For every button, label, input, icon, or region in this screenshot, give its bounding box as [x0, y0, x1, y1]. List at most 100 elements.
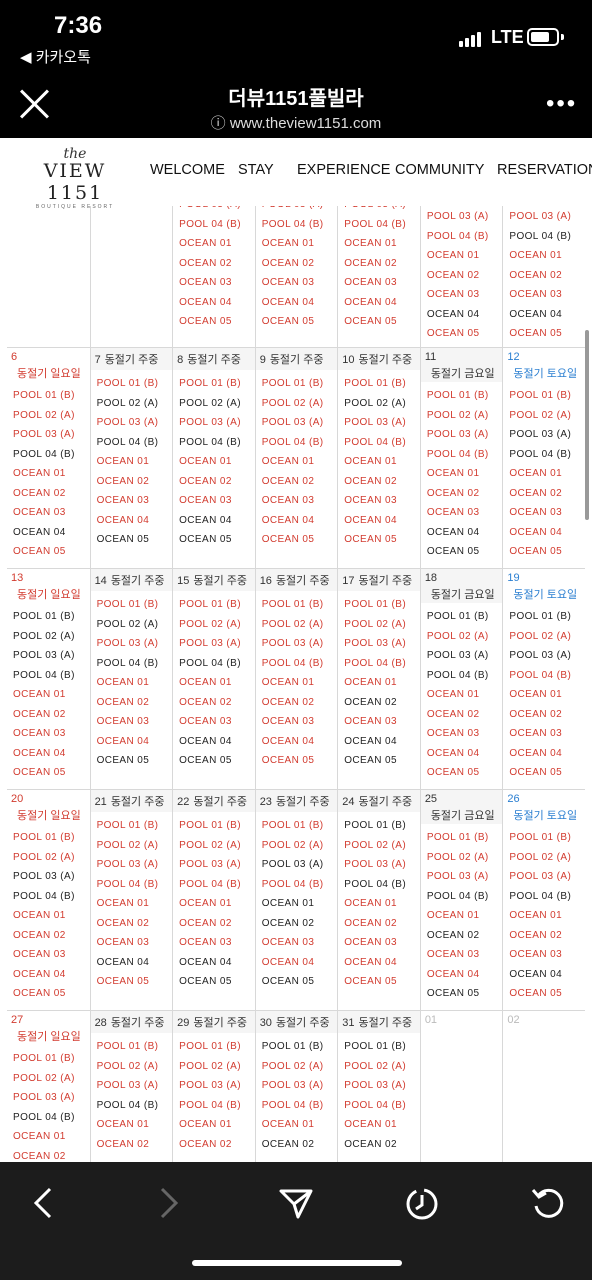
room-availability-link[interactable]: OCEAN 03 [426, 289, 480, 300]
room-availability-link[interactable]: POOL 03 (A) [344, 859, 407, 870]
room-availability-link[interactable]: POOL 02 (A) [96, 839, 159, 851]
room-availability-link[interactable]: OCEAN 05 [509, 767, 563, 778]
room-availability-link[interactable]: POOL 01 (B) [509, 390, 572, 401]
room-availability-link[interactable]: POOL 02 (A) [509, 630, 572, 642]
room-availability-link[interactable]: OCEAN 03 [96, 937, 150, 948]
room-availability-link[interactable]: OCEAN 02 [96, 475, 150, 487]
room-availability-link[interactable]: POOL 03 (A) [261, 638, 324, 649]
room-availability-link[interactable]: POOL 03 (A) [261, 859, 324, 870]
room-availability-link[interactable]: POOL 03 (A) [426, 211, 489, 222]
room-availability-link[interactable]: OCEAN 03 [344, 716, 397, 727]
room-availability-link[interactable]: POOL 02 (A) [179, 839, 241, 851]
nav-welcome[interactable]: WELCOME [150, 162, 225, 178]
nav-experience[interactable]: EXPERIENCE [297, 162, 391, 178]
room-availability-link[interactable]: OCEAN 02 [426, 487, 480, 499]
room-availability-link[interactable]: OCEAN 05 [426, 328, 480, 339]
room-availability-link[interactable]: OCEAN 01 [13, 1131, 66, 1142]
room-availability-link[interactable]: OCEAN 01 [179, 677, 232, 688]
room-availability-link[interactable]: POOL 04 (B) [261, 1099, 324, 1111]
room-availability-link[interactable]: OCEAN 05 [13, 988, 66, 999]
room-availability-link[interactable]: OCEAN 02 [261, 475, 315, 487]
room-availability-link[interactable]: POOL 03 (A) [13, 650, 75, 661]
back-to-app-link[interactable]: ◀ 카카오톡 [20, 49, 91, 66]
room-availability-link[interactable]: OCEAN 05 [179, 316, 232, 327]
room-availability-link[interactable]: OCEAN 04 [96, 956, 150, 968]
room-availability-link[interactable]: OCEAN 05 [179, 755, 232, 766]
room-availability-link[interactable]: OCEAN 02 [179, 257, 232, 269]
room-availability-link[interactable]: OCEAN 01 [261, 1119, 315, 1130]
room-availability-link[interactable]: OCEAN 04 [261, 735, 315, 747]
room-availability-link[interactable]: OCEAN 05 [426, 546, 480, 557]
room-availability-link[interactable]: OCEAN 05 [96, 976, 150, 987]
room-availability-link[interactable]: POOL 01 (B) [13, 390, 75, 401]
room-availability-link[interactable]: OCEAN 01 [261, 238, 315, 249]
room-availability-link[interactable]: OCEAN 03 [13, 507, 66, 518]
room-availability-link[interactable]: POOL 02 (A) [509, 851, 572, 863]
room-availability-link[interactable]: OCEAN 05 [261, 755, 315, 766]
room-availability-link[interactable]: POOL 04 (B) [344, 657, 407, 669]
room-availability-link[interactable]: POOL 01 (B) [261, 378, 324, 389]
room-availability-link[interactable]: POOL 03 (A) [261, 417, 324, 428]
room-availability-link[interactable]: OCEAN 02 [509, 929, 563, 941]
room-availability-link[interactable]: POOL 03 (A) [426, 650, 489, 661]
back-icon[interactable] [30, 1186, 56, 1227]
room-availability-link[interactable]: POOL 04 (B) [344, 218, 407, 230]
room-availability-link[interactable]: OCEAN 01 [426, 250, 480, 261]
room-availability-link[interactable]: OCEAN 01 [179, 898, 232, 909]
room-availability-link[interactable]: OCEAN 02 [426, 929, 480, 941]
room-availability-link[interactable]: POOL 03 (A) [426, 871, 489, 882]
room-availability-link[interactable]: OCEAN 03 [179, 937, 232, 948]
room-availability-link[interactable]: OCEAN 03 [261, 716, 315, 727]
room-availability-link[interactable]: OCEAN 02 [13, 708, 66, 720]
home-indicator[interactable] [192, 1260, 402, 1266]
room-availability-link[interactable]: POOL 01 (B) [261, 599, 324, 610]
room-availability-link[interactable]: OCEAN 05 [344, 534, 397, 545]
room-availability-link[interactable]: OCEAN 03 [261, 495, 315, 506]
room-availability-link[interactable]: OCEAN 01 [509, 468, 563, 479]
room-availability-link[interactable]: POOL 01 (B) [179, 1041, 241, 1052]
room-availability-link[interactable]: OCEAN 01 [261, 456, 315, 467]
room-availability-link[interactable]: POOL 01 (B) [509, 611, 572, 622]
room-availability-link[interactable]: OCEAN 02 [179, 1138, 232, 1150]
room-availability-link[interactable]: OCEAN 05 [344, 976, 397, 987]
room-availability-link[interactable]: POOL 01 (B) [96, 599, 159, 610]
room-availability-link[interactable]: OCEAN 04 [509, 968, 563, 980]
room-availability-link[interactable]: POOL 03 (A) [179, 1080, 241, 1091]
room-availability-link[interactable]: POOL 04 (B) [179, 878, 241, 890]
room-availability-link[interactable]: OCEAN 05 [509, 328, 563, 339]
room-availability-link[interactable]: OCEAN 03 [96, 495, 150, 506]
room-availability-link[interactable]: OCEAN 02 [261, 917, 315, 929]
room-availability-link[interactable]: OCEAN 01 [426, 689, 480, 700]
room-availability-link[interactable]: OCEAN 05 [96, 755, 150, 766]
room-availability-link[interactable]: POOL 04 (B) [426, 669, 489, 681]
room-availability-link[interactable]: POOL 03 (A) [96, 859, 159, 870]
room-availability-link[interactable]: OCEAN 02 [344, 1138, 397, 1150]
room-availability-link[interactable]: POOL 04 (B) [509, 890, 572, 902]
room-availability-link[interactable]: POOL 02 (A) [344, 1060, 407, 1072]
more-icon[interactable]: ••• [546, 90, 578, 117]
room-availability-link[interactable]: OCEAN 04 [344, 514, 397, 526]
room-availability-link[interactable]: POOL 01 (B) [344, 820, 407, 831]
room-availability-link[interactable]: OCEAN 05 [426, 988, 480, 999]
room-availability-link[interactable]: POOL 03 (A) [179, 859, 241, 870]
room-availability-link[interactable]: OCEAN 01 [344, 238, 397, 249]
room-availability-link[interactable]: OCEAN 04 [426, 526, 480, 538]
room-availability-link[interactable]: OCEAN 01 [13, 910, 66, 921]
room-availability-link[interactable]: POOL 01 (B) [179, 378, 241, 389]
room-availability-link[interactable]: POOL 01 (B) [426, 390, 489, 401]
room-availability-link[interactable]: OCEAN 01 [426, 468, 480, 479]
room-availability-link[interactable]: OCEAN 02 [344, 475, 397, 487]
room-availability-link[interactable]: OCEAN 04 [509, 308, 563, 320]
room-availability-link[interactable]: POOL 01 (B) [179, 820, 241, 831]
room-availability-link[interactable]: POOL 04 (B) [13, 669, 75, 681]
room-availability-link[interactable]: OCEAN 03 [509, 949, 563, 960]
room-availability-link[interactable]: POOL 04 (B) [261, 878, 324, 890]
room-availability-link[interactable]: OCEAN 05 [13, 767, 66, 778]
room-availability-link[interactable]: OCEAN 04 [509, 747, 563, 759]
room-availability-link[interactable]: POOL 04 (B) [96, 1099, 159, 1111]
room-availability-link[interactable]: POOL 02 (A) [179, 397, 241, 409]
room-availability-link[interactable]: OCEAN 03 [344, 277, 397, 288]
room-availability-link[interactable]: POOL 04 (B) [509, 669, 572, 681]
room-availability-link[interactable]: OCEAN 04 [344, 735, 397, 747]
room-availability-link[interactable]: OCEAN 02 [509, 708, 563, 720]
